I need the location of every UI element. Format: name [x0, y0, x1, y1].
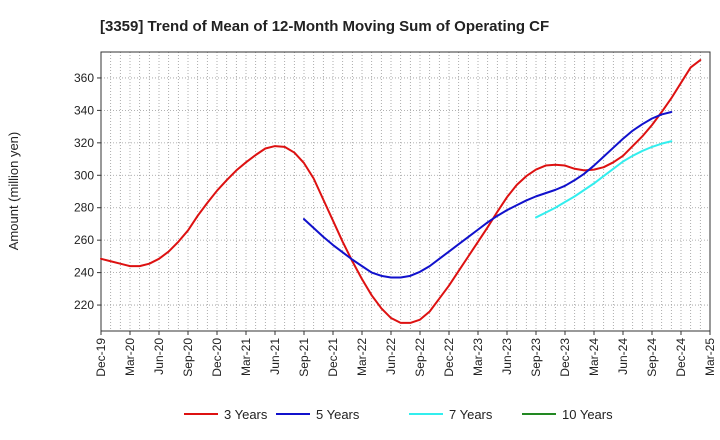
legend-label-10-years: 10 Years — [562, 407, 613, 422]
y-axis: 220 240 260 280 300 320 340 360 — [74, 71, 101, 312]
x-tick-label: Dec-22 — [442, 338, 456, 377]
x-tick-label: Dec-24 — [674, 338, 688, 377]
x-tick-label: Jun-24 — [616, 338, 630, 375]
plot-area — [101, 52, 710, 331]
x-tick-label: Mar-22 — [355, 338, 369, 376]
x-tick-label: Jun-21 — [268, 338, 282, 375]
y-tick-label: 280 — [74, 201, 94, 215]
x-axis: Dec-19 Mar-20 Jun-20 Sep-20 Dec-20 Mar-21 Jun-… — [94, 331, 717, 377]
y-tick-label: 260 — [74, 233, 94, 247]
x-tick-label: Mar-21 — [239, 338, 253, 376]
legend-label-5-years: 5 Years — [316, 407, 360, 422]
y-tick-label: 300 — [74, 168, 94, 182]
x-tick-label: Sep-20 — [181, 338, 195, 377]
x-tick-label: Mar-24 — [587, 338, 601, 376]
x-tick-label: Dec-21 — [326, 338, 340, 377]
chart-title: [3359] Trend of Mean of 12-Month Moving … — [100, 18, 549, 35]
series-line-7-years — [535, 140, 673, 219]
x-tick-label: Sep-23 — [529, 338, 543, 377]
y-tick-label: 320 — [74, 136, 94, 150]
series-line-5-years — [303, 111, 673, 279]
y-tick-label: 240 — [74, 266, 94, 280]
y-axis-label: Amount (million yen) — [6, 132, 21, 251]
y-tick-label: 220 — [74, 298, 94, 312]
x-tick-label: Jun-22 — [384, 338, 398, 375]
x-tick-label: Dec-19 — [94, 338, 108, 377]
plot-border — [100, 51, 711, 332]
x-tick-label: Dec-23 — [558, 338, 572, 377]
y-tick-label: 340 — [74, 103, 94, 117]
x-tick-label: Mar-20 — [123, 338, 137, 376]
x-tick-label: Sep-21 — [297, 338, 311, 377]
x-tick-label: Jun-20 — [152, 338, 166, 375]
x-tick-label: Mar-23 — [471, 338, 485, 376]
x-tick-label: Mar-25 — [703, 338, 717, 376]
series-line-3-years — [100, 59, 702, 324]
x-tick-label: Sep-24 — [645, 338, 659, 377]
series-group — [100, 59, 702, 324]
x-tick-label: Sep-22 — [413, 338, 427, 377]
legend: 3 Years 5 Years 7 Years 10 Years — [184, 407, 613, 422]
grid — [101, 52, 710, 331]
y-tick-label: 360 — [74, 71, 94, 85]
x-tick-label: Dec-20 — [210, 338, 224, 377]
x-tick-label: Jun-23 — [500, 338, 514, 375]
legend-label-3-years: 3 Years — [224, 407, 268, 422]
legend-label-7-years: 7 Years — [449, 407, 493, 422]
